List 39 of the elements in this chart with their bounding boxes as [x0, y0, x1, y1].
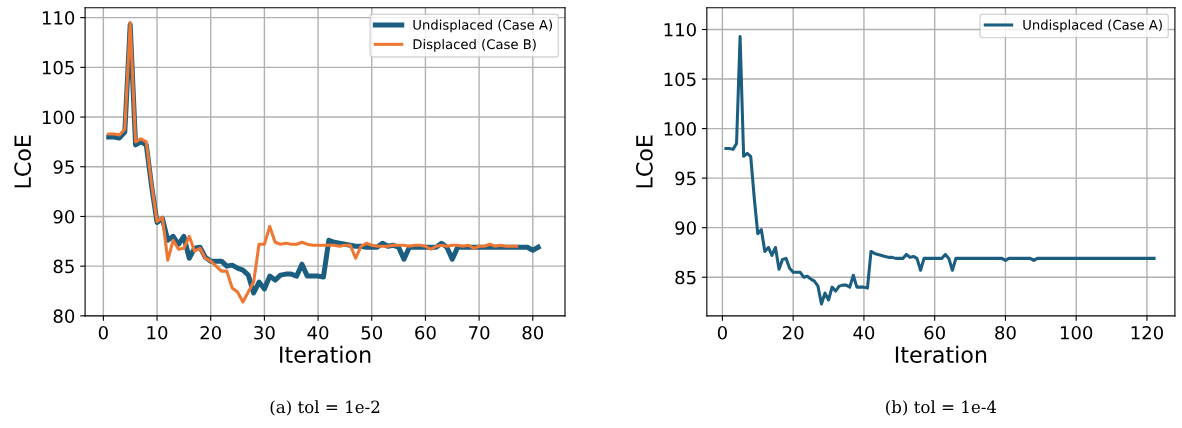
y-tick-label: 80	[53, 309, 75, 323]
x-tick-label: 20	[200, 325, 221, 340]
legend-label: Undisplaced (Case A)	[413, 19, 552, 33]
y-tick-label: 95	[53, 160, 74, 174]
legend-label: Displaced (Case B)	[413, 38, 536, 52]
x-tick-label: 80	[522, 325, 544, 340]
x-tick-label: 30	[254, 325, 275, 340]
y-tick-label: 85	[675, 270, 696, 285]
x-tick-label: 20	[783, 325, 804, 340]
x-tick-label: 80	[995, 325, 1016, 340]
text: (b) tol = 1e-4	[886, 400, 997, 416]
x-tick-label: 40	[853, 325, 875, 340]
x-axis-title: Iteration	[280, 345, 371, 364]
x-axis-title: Iteration	[895, 345, 987, 364]
y-axis-title: LCoE	[14, 135, 32, 188]
x-tick-label: 40	[307, 325, 329, 340]
x-tick-label: 0	[717, 325, 727, 340]
legend-label: Undisplaced (Case A)	[1023, 19, 1162, 33]
x-tick-label: 0	[98, 325, 108, 340]
y-tick-label: 95	[675, 171, 696, 186]
y-tick-label: 85	[53, 259, 74, 274]
y-tick-label: 90	[675, 221, 696, 235]
y-tick-label: 110	[664, 22, 696, 37]
x-tick-label: 10	[147, 325, 168, 340]
line-series	[724, 34, 1156, 306]
x-tick-label: 60	[924, 325, 945, 340]
y-tick-label: 100	[664, 122, 696, 136]
y-tick-label: 105	[42, 60, 74, 75]
x-tick-label: 100	[1060, 325, 1093, 340]
y-tick-label: 105	[664, 72, 696, 87]
x-tick-label: 50	[361, 325, 383, 340]
x-tick-label: 120	[1131, 325, 1163, 340]
y-tick-label: 110	[42, 11, 75, 25]
y-tick-label: 100	[42, 110, 75, 125]
x-tick-label: 70	[469, 325, 490, 340]
y-tick-label: 90	[53, 209, 75, 224]
y-axis-title: LCoE	[635, 135, 653, 188]
text: (a) tol = 1e-2	[270, 400, 380, 416]
x-tick-label: 60	[415, 325, 436, 340]
